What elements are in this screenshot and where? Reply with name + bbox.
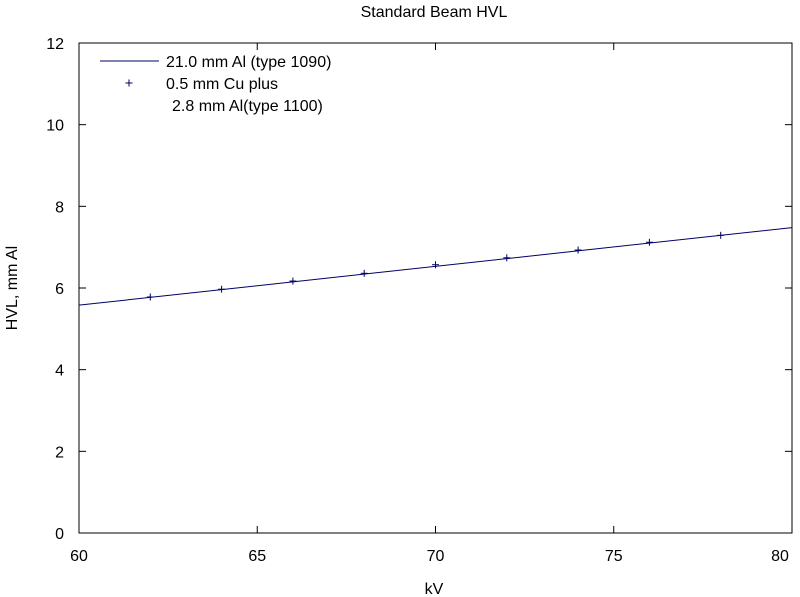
data-point-plus [574, 246, 582, 254]
x-tick-label: 70 [427, 548, 445, 565]
y-tick-label: 2 [55, 444, 64, 461]
y-tick-label: 4 [55, 363, 64, 380]
axis-ticks: 60 65 70 75 80 0 2 4 6 8 10 12 [46, 36, 793, 565]
data-point-plus [432, 261, 439, 269]
x-axis-label: kV [425, 581, 444, 597]
y-tick-label: 0 [55, 526, 64, 543]
data-point-plus [289, 277, 297, 285]
legend-label-series-2-line2: 2.8 mm Al(type 1100) [172, 98, 323, 115]
x-tick-label: 75 [605, 548, 623, 565]
data-point-plus [717, 231, 725, 239]
x-tick-label: 65 [248, 548, 266, 565]
legend: 21.0 mm Al (type 1090) 0.5 mm Cu plus 2.… [100, 54, 331, 115]
y-tick-label: 10 [46, 118, 64, 135]
legend-label-series-2: 0.5 mm Cu plus [166, 76, 278, 93]
y-tick-label: 12 [46, 36, 64, 53]
data-point-plus [218, 285, 226, 293]
chart-title: Standard Beam HVL [361, 4, 508, 21]
x-tick-label: 80 [771, 548, 789, 565]
legend-label-series-1: 21.0 mm Al (type 1090) [166, 54, 331, 71]
data-point-plus [146, 293, 154, 301]
y-axis-label: HVL, mm Al [4, 246, 21, 330]
data-point-plus [503, 254, 511, 262]
y-tick-label: 8 [55, 199, 64, 216]
data-marks [78, 227, 793, 306]
data-point-plus [645, 238, 653, 246]
plot-frame [78, 42, 793, 534]
y-tick-label: 6 [55, 281, 64, 298]
data-point-plus [360, 269, 368, 277]
x-tick-label: 60 [70, 548, 88, 565]
legend-plus-swatch [125, 79, 133, 87]
